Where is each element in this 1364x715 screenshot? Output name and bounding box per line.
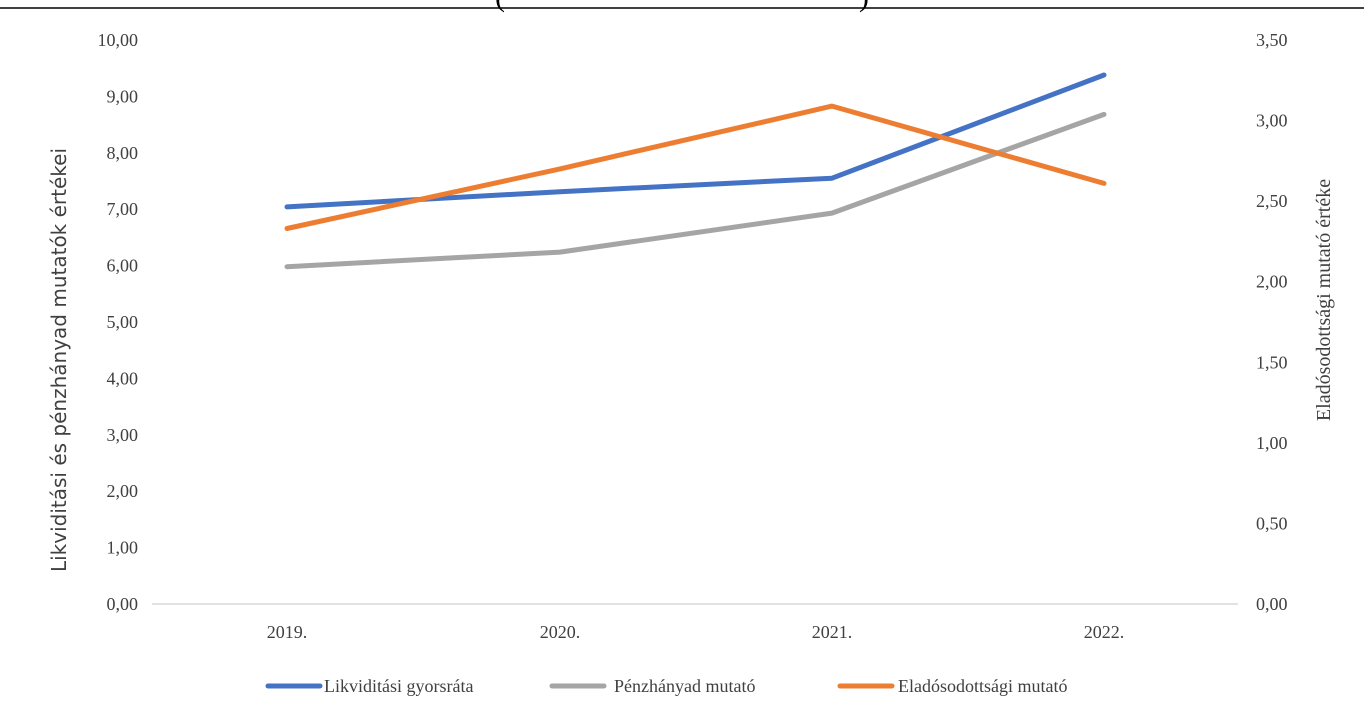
right-tick-label: 2,50 xyxy=(1256,191,1288,211)
left-tick-label: 9,00 xyxy=(107,86,139,106)
x-tick-label: 2022. xyxy=(1084,622,1125,642)
series-line xyxy=(284,111,1107,270)
right-tick-label: 1,00 xyxy=(1256,433,1288,453)
series-line xyxy=(284,72,1107,210)
right-tick-label: 0,50 xyxy=(1256,513,1288,533)
right-axis-ticks: 0,00 0,50 1,00 1,50 2,00 2,50 3,00 3,50 xyxy=(1256,30,1288,614)
x-tick-label: 2020. xyxy=(540,622,581,642)
left-tick-label: 0,00 xyxy=(107,594,139,614)
left-tick-label: 2,00 xyxy=(107,481,139,501)
right-tick-label: 1,50 xyxy=(1256,352,1288,372)
legend-label: Pénzhányad mutató xyxy=(614,676,755,696)
x-tick-label: 2021. xyxy=(812,622,853,642)
series-lines xyxy=(284,72,1107,270)
left-tick-label: 5,00 xyxy=(107,312,139,332)
left-tick-label: 7,00 xyxy=(107,199,139,219)
right-tick-label: 3,00 xyxy=(1256,111,1288,131)
left-tick-label: 3,00 xyxy=(107,425,139,445)
title-fragment-left: ( xyxy=(495,0,505,13)
right-tick-label: 3,50 xyxy=(1256,30,1288,50)
right-tick-label: 0,00 xyxy=(1256,594,1288,614)
series-line xyxy=(284,103,1107,231)
left-tick-label: 8,00 xyxy=(107,143,139,163)
x-tick-label: 2019. xyxy=(267,622,308,642)
left-tick-label: 1,00 xyxy=(107,538,139,558)
left-axis-ticks: 0,00 1,00 2,00 3,00 4,00 5,00 6,00 7,00 8,00 9,00… xyxy=(98,30,139,614)
left-tick-label: 10,00 xyxy=(98,30,139,50)
legend-label: Eladósodottsági mutató xyxy=(898,676,1067,696)
right-axis-label: Eladósodottsági mutató értéke xyxy=(1313,179,1335,421)
left-tick-label: 4,00 xyxy=(107,368,139,388)
title-fragment-right: ) xyxy=(859,0,869,13)
right-tick-label: 2,00 xyxy=(1256,272,1288,292)
x-axis-ticks: 2019. 2020. 2021. 2022. xyxy=(267,622,1125,642)
legend: Likviditási gyorsráta Pénzhányad mutató El… xyxy=(265,676,1067,696)
legend-label: Likviditási gyorsráta xyxy=(324,676,473,696)
left-axis-label: Likviditási és pénzhányad mutatók értéke… xyxy=(47,148,71,572)
left-tick-label: 6,00 xyxy=(107,256,139,276)
